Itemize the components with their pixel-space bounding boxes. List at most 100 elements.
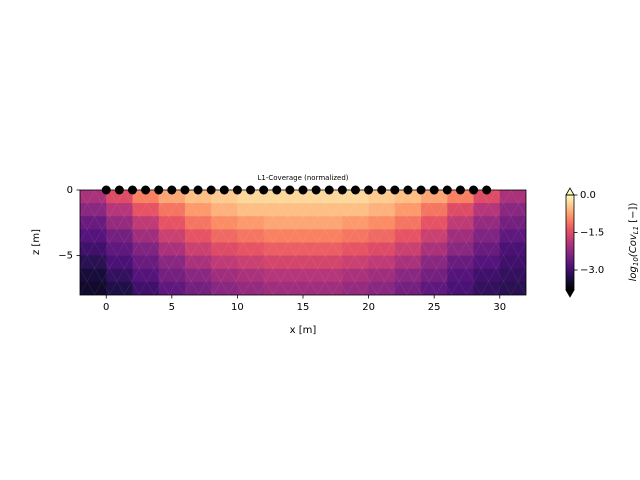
mesh-line	[94, 190, 155, 295]
x-tick-label: 0	[103, 302, 109, 313]
coverage-cell	[499, 203, 526, 217]
mesh-line	[183, 190, 244, 295]
coverage-cell	[80, 203, 107, 217]
mesh-line	[317, 190, 378, 295]
coverage-cell	[237, 229, 265, 243]
x-tick-label: 30	[493, 302, 506, 313]
coverage-cell	[211, 190, 238, 204]
mesh-line	[570, 190, 630, 295]
mesh-line	[153, 190, 215, 295]
coverage-cell	[316, 190, 343, 204]
coverage-cell	[289, 190, 317, 204]
electrode	[469, 185, 479, 195]
coverage-cell	[80, 190, 107, 204]
mesh-line	[287, 190, 348, 295]
coverage-cell	[421, 242, 448, 257]
coverage-cell	[447, 255, 475, 270]
coverage-cell	[106, 268, 133, 283]
mesh-line	[80, 190, 140, 295]
coverage-cell	[316, 203, 343, 217]
coverage-cell	[394, 203, 422, 217]
coverage-cell	[394, 255, 422, 270]
mesh-line	[108, 190, 170, 295]
coverage-cell	[499, 242, 526, 257]
coverage-cell	[447, 203, 475, 217]
coverage-cell	[289, 229, 317, 243]
mesh-line	[555, 190, 615, 295]
coverage-cell	[342, 190, 370, 204]
electrode	[259, 185, 269, 195]
coverage-cell	[421, 203, 448, 217]
electrode	[482, 185, 492, 195]
chart-title: L1-Coverage (normalized)	[258, 174, 349, 182]
coverage-cell	[263, 268, 291, 283]
coverage-cell	[499, 255, 526, 270]
coverage-cell	[421, 190, 448, 204]
y-tick-label: −5	[58, 251, 73, 262]
coverage-cell	[342, 216, 370, 230]
coverage-cell	[316, 268, 343, 283]
colorbar-extend-min	[565, 289, 575, 298]
colorbar-tick-label: −3.0	[580, 265, 604, 276]
mesh-line	[302, 190, 363, 295]
coverage-cell	[132, 229, 160, 243]
coverage-cell	[394, 229, 422, 243]
coverage-cell	[473, 190, 501, 204]
mesh-line	[198, 190, 259, 295]
coverage-cell	[499, 229, 526, 243]
electrode	[285, 185, 295, 195]
mesh-line	[406, 190, 467, 295]
coverage-cell	[342, 281, 370, 295]
coverage-cell	[211, 229, 238, 243]
electrode	[403, 185, 413, 195]
electrode	[246, 185, 256, 195]
coverage-cell	[132, 281, 160, 295]
coverage-cell	[289, 216, 317, 230]
mesh-line	[391, 190, 452, 295]
coverage-cell	[263, 216, 291, 230]
coverage-cell	[499, 216, 526, 230]
electrode	[219, 185, 229, 195]
y-tick-label: 0	[67, 185, 73, 196]
coverage-cell	[368, 216, 396, 230]
electrode	[193, 185, 203, 195]
mesh-line	[555, 190, 615, 295]
electrode	[429, 185, 439, 195]
mesh-line	[421, 190, 482, 295]
coverage-cell	[80, 216, 107, 230]
coverage-cell	[237, 190, 265, 204]
colorbar	[566, 195, 574, 290]
mesh-line	[406, 190, 467, 295]
coverage-cell	[342, 242, 370, 257]
coverage-cell	[132, 216, 160, 230]
mesh-line	[80, 190, 110, 243]
coverage-cell	[421, 229, 448, 243]
coverage-cell	[316, 255, 343, 270]
coverage-cell	[211, 281, 238, 295]
coverage-cell	[368, 242, 396, 257]
coverage-cell	[211, 216, 238, 230]
coverage-field	[80, 190, 630, 295]
mesh-line	[510, 190, 526, 218]
electrode	[180, 185, 190, 195]
mesh-line	[376, 190, 438, 295]
coverage-cell	[184, 281, 212, 295]
coverage-cell	[447, 242, 475, 257]
coverage-cell	[394, 190, 422, 204]
mesh-line	[227, 190, 289, 295]
coverage-cell	[237, 255, 265, 270]
mesh-line	[510, 267, 526, 295]
coverage-cell	[473, 216, 501, 230]
coverage-cell	[263, 255, 291, 270]
mesh-line	[242, 190, 304, 295]
mesh-line	[376, 190, 438, 295]
mesh-line	[242, 190, 304, 295]
y-axis-label: z [m]	[31, 229, 42, 255]
coverage-cell	[342, 268, 370, 283]
electrode	[101, 185, 111, 195]
label-part: [−])	[628, 203, 639, 226]
electrode	[167, 185, 177, 195]
mesh-line	[331, 190, 393, 295]
mesh-line	[213, 190, 274, 295]
